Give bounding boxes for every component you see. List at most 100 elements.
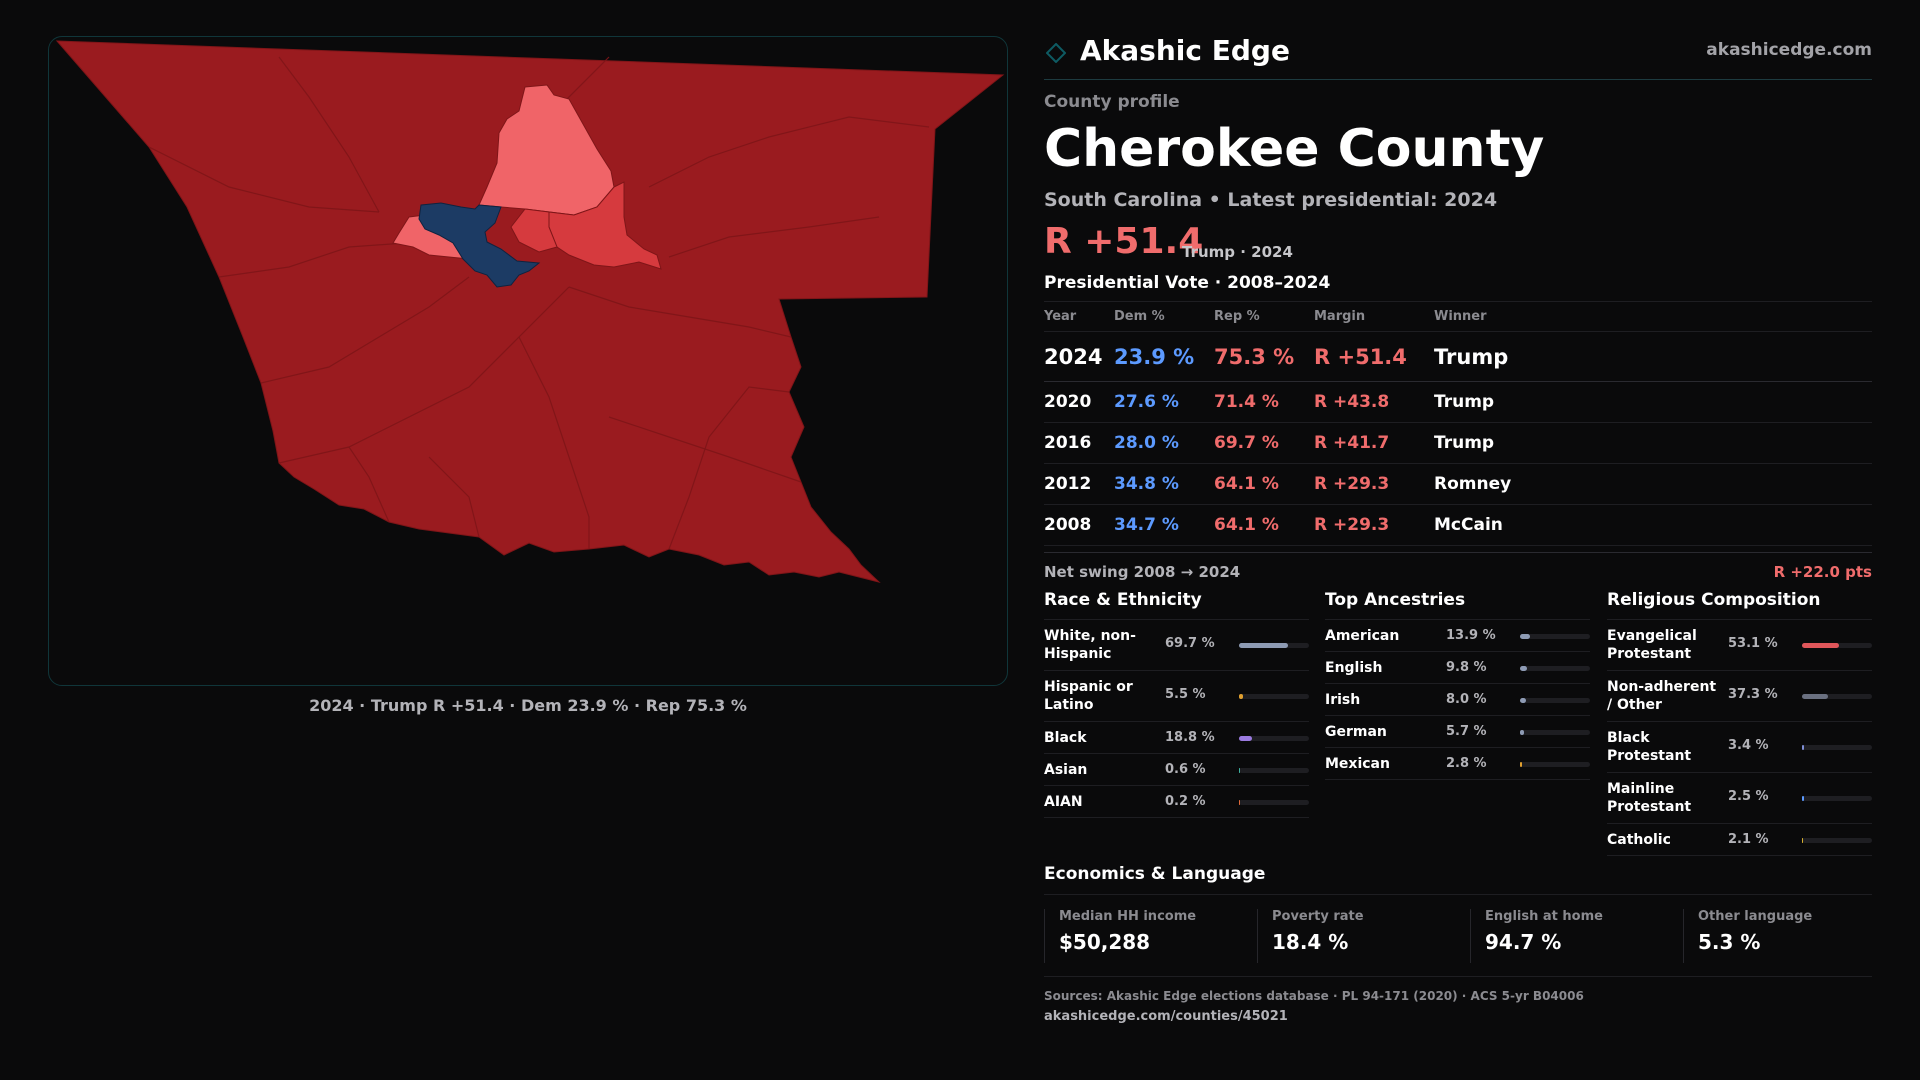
demo-bar-fill: [1520, 666, 1527, 672]
ancestries-section: Top Ancestries American 13.9 % English 9…: [1325, 590, 1590, 781]
brand-url[interactable]: akashicedge.com: [1706, 40, 1872, 60]
demo-bar-track: [1239, 800, 1309, 806]
presidential-vote-table: Year Dem % Rep % Margin Winner 2024 23.9…: [1044, 301, 1872, 547]
year-cell: 2012: [1044, 463, 1114, 506]
sources-note: Sources: Akashic Edge elections database…: [1044, 989, 1584, 1004]
list-item: Black 18.8 %: [1044, 722, 1309, 755]
year-cell: 2024: [1044, 331, 1114, 383]
demo-pct: 2.5 %: [1728, 789, 1769, 805]
demo-pct: 2.1 %: [1728, 832, 1769, 848]
demo-label: Hispanic or Latino: [1044, 679, 1133, 714]
headline-margin: R +51.4: [1044, 220, 1204, 262]
header-margin: Margin: [1314, 301, 1434, 333]
demo-pct: 53.1 %: [1728, 636, 1778, 652]
presidential-vote-title: Presidential Vote · 2008–2024: [1044, 273, 1872, 302]
county-subtitle: South Carolina • Latest presidential: 20…: [1044, 188, 1498, 211]
demo-label: White, non-Hispanic: [1044, 628, 1136, 663]
demo-label: English: [1325, 660, 1383, 677]
econ-cell-income: Median HH income $50,288: [1044, 909, 1251, 964]
demo-label: Catholic: [1607, 832, 1671, 849]
winner-cell: Romney: [1434, 463, 1872, 506]
table-row[interactable]: 2020 27.6 % 71.4 % R +43.8 Trump: [1044, 381, 1872, 424]
county-base-shape[interactable]: [55, 40, 1005, 583]
list-item: AIAN 0.2 %: [1044, 786, 1309, 819]
demo-label: American: [1325, 628, 1400, 645]
table-row[interactable]: 2012 34.8 % 64.1 % R +29.3 Romney: [1044, 463, 1872, 506]
demo-pct: 0.2 %: [1165, 794, 1206, 810]
table-header-row: Year Dem % Rep % Margin Winner: [1044, 301, 1872, 333]
dem-cell: 28.0 %: [1114, 422, 1214, 465]
demo-bar-track: [1239, 768, 1309, 774]
winner-cell: Trump: [1434, 331, 1872, 383]
demo-pct: 37.3 %: [1728, 687, 1778, 703]
demo-label: German: [1325, 724, 1387, 741]
demo-bar-fill: [1239, 694, 1243, 700]
list-item: German 5.7 %: [1325, 716, 1590, 749]
precinct-dem[interactable]: [418, 202, 541, 288]
net-swing-row: Net swing 2008 → 2024 R +22.0 pts: [1044, 552, 1872, 590]
demo-bar-fill: [1802, 838, 1804, 844]
demo-bar-fill: [1520, 730, 1524, 736]
rep-cell: 64.1 %: [1214, 504, 1314, 547]
list-item: American 13.9 %: [1325, 620, 1590, 653]
table-row[interactable]: 2008 34.7 % 64.1 % R +29.3 McCain: [1044, 504, 1872, 547]
demo-bar-fill: [1239, 643, 1288, 649]
religion-title: Religious Composition: [1607, 590, 1872, 621]
demo-bar-track: [1802, 694, 1872, 700]
dem-cell: 23.9 %: [1114, 331, 1214, 383]
headline-margin-row: R +51.4 Trump · 2024: [1044, 221, 1872, 265]
demo-bar-track: [1802, 643, 1872, 649]
rep-cell: 64.1 %: [1214, 463, 1314, 506]
diamond-outline-icon: [1046, 43, 1066, 63]
precinct-lean-rep-center[interactable]: [510, 208, 558, 253]
econ-label: English at home: [1485, 909, 1603, 925]
demo-bar-track: [1802, 745, 1872, 751]
demo-bar-fill: [1802, 796, 1804, 802]
demo-bar-fill: [1520, 698, 1526, 704]
demo-bar-track: [1239, 694, 1309, 700]
demo-bar-fill: [1239, 768, 1240, 774]
header-year: Year: [1044, 301, 1114, 333]
econ-label: Median HH income: [1059, 909, 1197, 925]
county-profile-panel: Akashic Edge akashicedge.com County prof…: [1044, 34, 1872, 1024]
winner-cell: Trump: [1434, 422, 1872, 465]
brand-header: Akashic Edge akashicedge.com: [1044, 34, 1872, 80]
rep-cell: 71.4 %: [1214, 381, 1314, 424]
econ-value: 18.4 %: [1272, 930, 1349, 955]
winner-cell: McCain: [1434, 504, 1872, 547]
demo-pct: 5.5 %: [1165, 687, 1206, 703]
rep-cell: 69.7 %: [1214, 422, 1314, 465]
map-caption: 2024 · Trump R +51.4 · Dem 23.9 % · Rep …: [309, 696, 747, 715]
source-url-link[interactable]: akashicedge.com/counties/45021: [1044, 1009, 1288, 1025]
year-cell: 2020: [1044, 381, 1114, 424]
religion-section: Religious Composition Evangelical Protes…: [1607, 590, 1872, 857]
list-item: Non-adherent / Other 37.3 %: [1607, 671, 1872, 723]
econ-value: $50,288: [1059, 930, 1151, 955]
econ-value: 94.7 %: [1485, 930, 1562, 955]
ancestries-title: Top Ancestries: [1325, 590, 1590, 621]
demo-label: AIAN: [1044, 794, 1083, 811]
demo-bar-fill: [1802, 643, 1840, 649]
list-item: Mexican 2.8 %: [1325, 748, 1590, 781]
demo-bar-track: [1520, 762, 1590, 768]
demo-pct: 13.9 %: [1446, 628, 1496, 644]
margin-cell: R +29.3: [1314, 504, 1434, 547]
demo-pct: 0.6 %: [1165, 762, 1206, 778]
year-cell: 2016: [1044, 422, 1114, 465]
list-item: Evangelical Protestant 53.1 %: [1607, 620, 1872, 672]
demo-bar-fill: [1239, 800, 1240, 806]
demo-bar-track: [1520, 698, 1590, 704]
dem-cell: 34.7 %: [1114, 504, 1214, 547]
list-item: Black Protestant 3.4 %: [1607, 722, 1872, 774]
list-item: Mainline Protestant 2.5 %: [1607, 773, 1872, 825]
demo-pct: 2.8 %: [1446, 756, 1487, 772]
table-row[interactable]: 2024 23.9 % 75.3 % R +51.4 Trump: [1044, 331, 1872, 383]
list-item: White, non-Hispanic 69.7 %: [1044, 620, 1309, 672]
headline-winner: Trump · 2024: [1182, 242, 1293, 261]
table-row[interactable]: 2016 28.0 % 69.7 % R +41.7 Trump: [1044, 422, 1872, 465]
county-map[interactable]: [48, 36, 1008, 686]
county-map-svg[interactable]: [49, 37, 1008, 686]
precinct-lean-rep-east[interactable]: [548, 181, 662, 270]
econ-cell-english: English at home 94.7 %: [1470, 909, 1677, 964]
header-winner: Winner: [1434, 301, 1872, 333]
